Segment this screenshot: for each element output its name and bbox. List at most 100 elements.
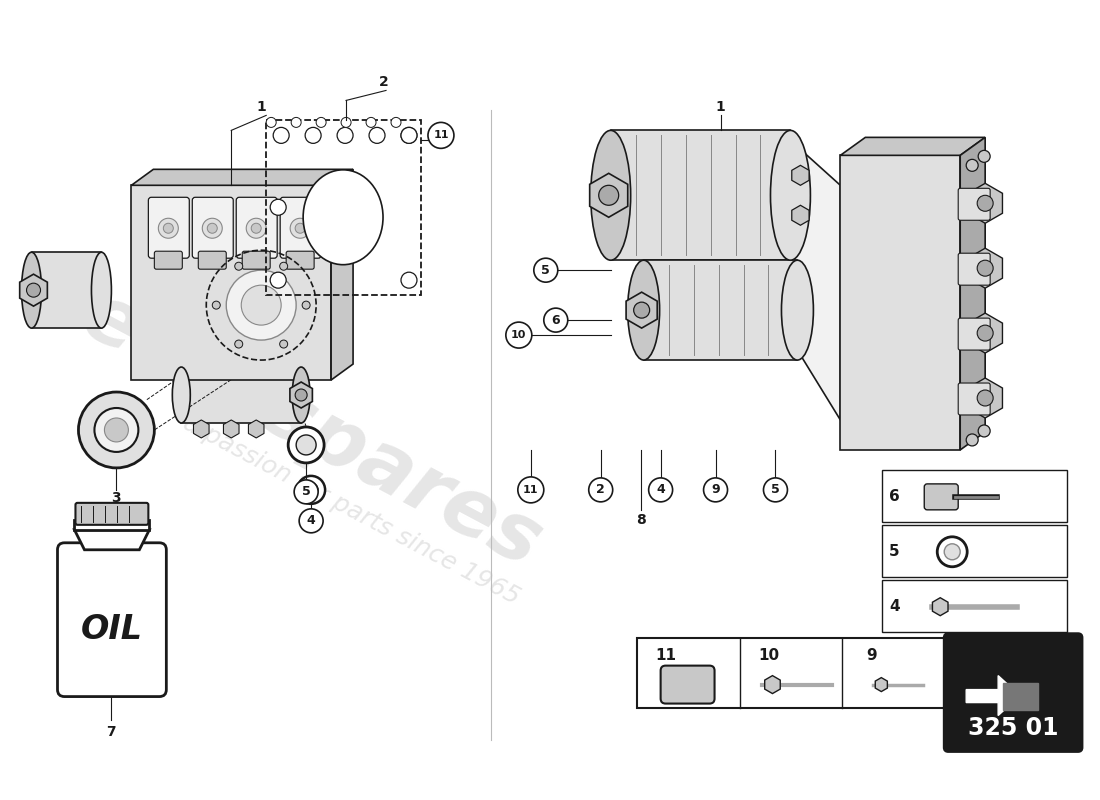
FancyBboxPatch shape: [958, 383, 990, 415]
Text: 6: 6: [551, 314, 560, 326]
FancyBboxPatch shape: [154, 251, 183, 269]
Circle shape: [202, 218, 222, 238]
Circle shape: [266, 118, 276, 127]
Text: 10: 10: [758, 648, 779, 663]
Circle shape: [207, 223, 218, 234]
Text: a passion for parts since 1965: a passion for parts since 1965: [178, 410, 524, 609]
Circle shape: [302, 301, 310, 309]
Circle shape: [288, 427, 324, 463]
Ellipse shape: [173, 367, 190, 423]
FancyBboxPatch shape: [148, 198, 189, 258]
Polygon shape: [75, 520, 150, 530]
Circle shape: [158, 218, 178, 238]
Circle shape: [246, 218, 266, 238]
Text: 325 01: 325 01: [968, 715, 1058, 739]
Text: 5: 5: [541, 264, 550, 277]
Polygon shape: [840, 138, 986, 155]
Text: 1: 1: [716, 101, 725, 114]
Text: 2: 2: [379, 75, 389, 90]
Circle shape: [977, 325, 993, 341]
Circle shape: [251, 223, 261, 234]
FancyBboxPatch shape: [661, 666, 715, 703]
Text: 4: 4: [657, 483, 665, 496]
Text: 8: 8: [636, 513, 646, 527]
Circle shape: [649, 478, 672, 502]
Circle shape: [295, 389, 307, 401]
Ellipse shape: [591, 130, 630, 260]
FancyBboxPatch shape: [958, 188, 990, 220]
Text: 9: 9: [866, 648, 877, 663]
Ellipse shape: [781, 260, 813, 360]
Circle shape: [271, 199, 286, 215]
Circle shape: [337, 127, 353, 143]
FancyBboxPatch shape: [192, 198, 233, 258]
FancyBboxPatch shape: [236, 198, 277, 258]
Text: 4: 4: [307, 514, 316, 527]
FancyBboxPatch shape: [958, 254, 990, 285]
Circle shape: [944, 544, 960, 560]
Polygon shape: [840, 155, 960, 450]
FancyBboxPatch shape: [198, 251, 227, 269]
Circle shape: [104, 418, 129, 442]
Circle shape: [506, 322, 531, 348]
Polygon shape: [331, 170, 353, 380]
Circle shape: [304, 483, 318, 497]
Text: 11: 11: [433, 130, 449, 140]
Circle shape: [294, 480, 318, 504]
Circle shape: [937, 537, 967, 566]
Text: 11: 11: [656, 648, 676, 663]
Text: 1: 1: [256, 101, 266, 114]
Circle shape: [390, 118, 402, 127]
Text: 11: 11: [524, 485, 539, 495]
Text: eurospares: eurospares: [68, 276, 554, 584]
FancyBboxPatch shape: [958, 318, 990, 350]
FancyBboxPatch shape: [57, 542, 166, 697]
Circle shape: [402, 127, 417, 143]
Circle shape: [704, 478, 727, 502]
Polygon shape: [610, 130, 791, 260]
Circle shape: [273, 127, 289, 143]
Circle shape: [428, 122, 454, 148]
Ellipse shape: [91, 252, 111, 328]
Circle shape: [977, 195, 993, 211]
Text: 6: 6: [889, 490, 900, 504]
Circle shape: [368, 127, 385, 143]
Circle shape: [271, 272, 286, 288]
Circle shape: [518, 477, 543, 503]
Polygon shape: [75, 530, 150, 550]
Polygon shape: [1003, 682, 1038, 710]
Polygon shape: [644, 260, 798, 360]
Circle shape: [588, 478, 613, 502]
FancyBboxPatch shape: [76, 503, 148, 525]
Text: 9: 9: [712, 483, 719, 496]
Circle shape: [366, 118, 376, 127]
Text: 5: 5: [771, 483, 780, 496]
Circle shape: [305, 127, 321, 143]
Text: 10: 10: [512, 330, 527, 340]
Circle shape: [534, 258, 558, 282]
Circle shape: [402, 272, 417, 288]
Circle shape: [95, 408, 139, 452]
Circle shape: [966, 434, 978, 446]
Polygon shape: [966, 676, 1020, 715]
Circle shape: [279, 340, 288, 348]
Circle shape: [234, 340, 243, 348]
Text: 5: 5: [301, 486, 310, 498]
Circle shape: [763, 478, 788, 502]
Ellipse shape: [770, 130, 811, 260]
Circle shape: [966, 159, 978, 171]
Circle shape: [977, 390, 993, 406]
Ellipse shape: [304, 170, 383, 265]
Ellipse shape: [293, 367, 310, 423]
Circle shape: [297, 476, 326, 504]
Circle shape: [163, 223, 174, 234]
Polygon shape: [882, 580, 1067, 632]
Ellipse shape: [628, 260, 660, 360]
Circle shape: [543, 308, 568, 332]
Polygon shape: [637, 638, 946, 707]
Polygon shape: [131, 186, 331, 380]
Text: OIL: OIL: [80, 613, 142, 646]
Circle shape: [78, 392, 154, 468]
Circle shape: [402, 127, 417, 143]
Polygon shape: [32, 252, 101, 328]
